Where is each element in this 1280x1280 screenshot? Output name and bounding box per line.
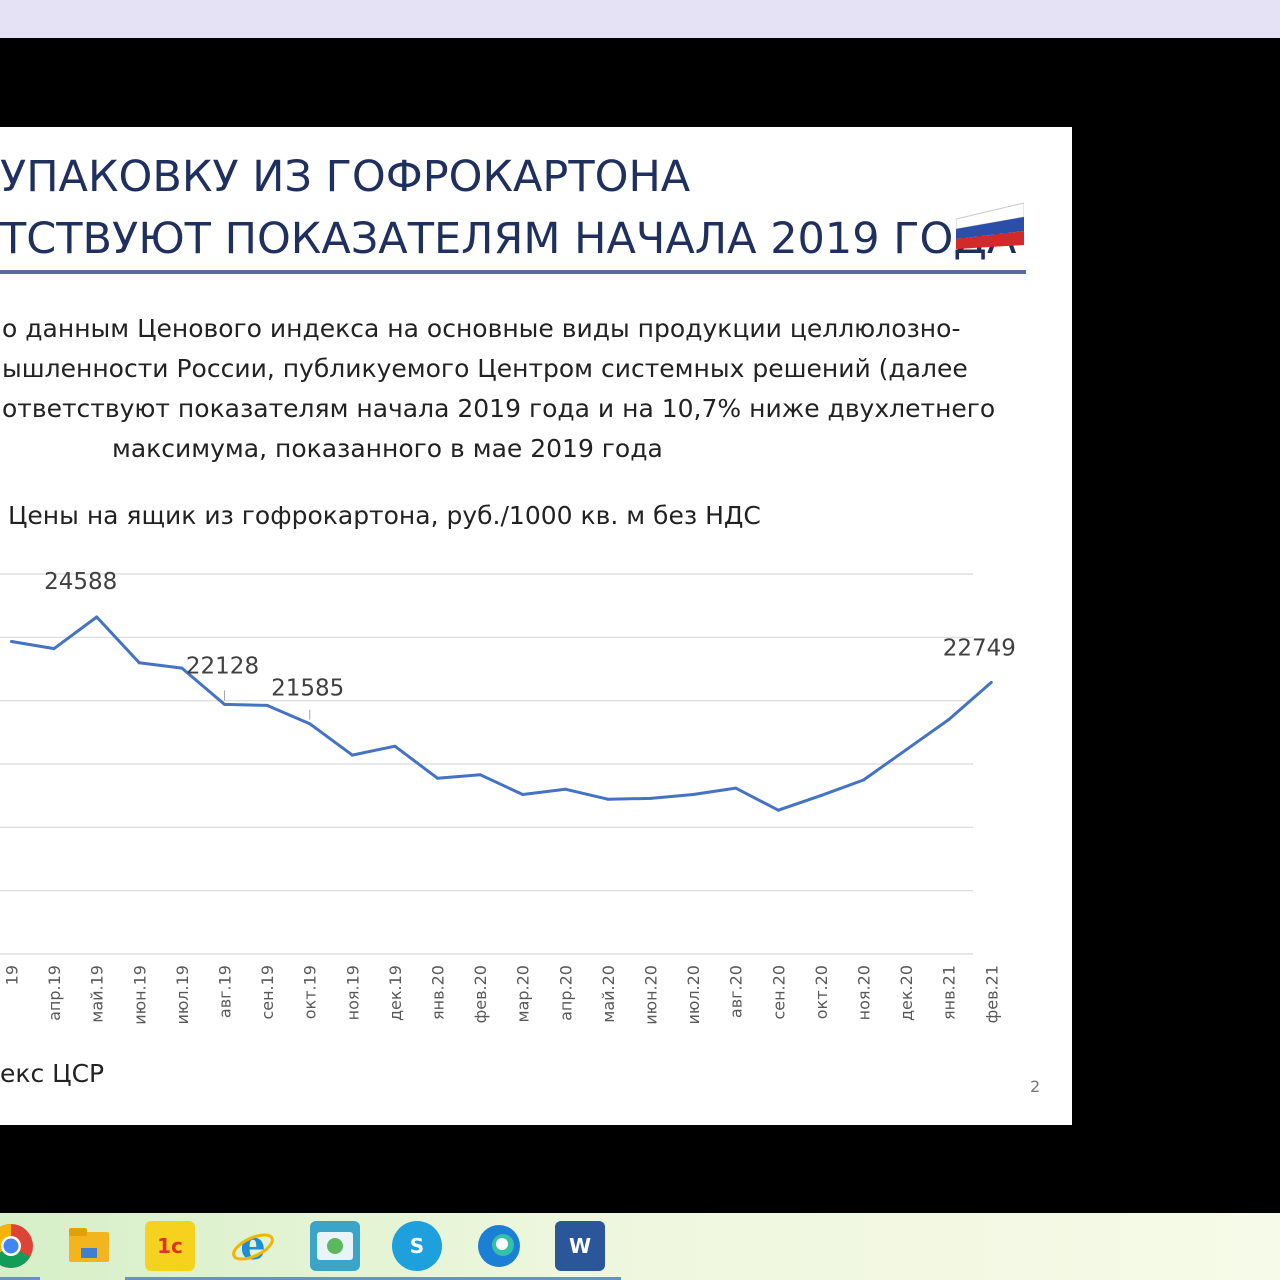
paragraph-line: о данным Ценового индекса на основные ви… (2, 314, 961, 343)
internet-explorer-icon[interactable]: e (228, 1221, 278, 1271)
x-tick-label: ноя.20 (855, 965, 874, 1020)
data-point (521, 793, 525, 796)
x-tick-label: июл.19 (173, 965, 192, 1025)
data-point (862, 778, 865, 782)
x-tick-label: сен.19 (258, 965, 277, 1020)
data-point (819, 794, 823, 798)
x-tick-label: июл.20 (684, 965, 703, 1025)
data-point (989, 680, 993, 684)
data-point (734, 786, 738, 790)
skype-icon[interactable]: S (392, 1221, 442, 1271)
presentation-slide: УПАКОВКУ ИЗ ГОФРОКАРТОНА ТСТВУЮТ ПОКАЗАТ… (0, 127, 1072, 1125)
data-point (180, 666, 184, 670)
data-point (308, 722, 312, 726)
source-note: екс ЦСР (0, 1059, 105, 1088)
x-tick-label: мар.20 (514, 965, 533, 1022)
price-line-chart: 19 апр.19 май.19 июн.19 июл.19 авг.19 сен.19 ок… (0, 569, 1016, 1025)
paragraph-line: ответствуют показателям начала 2019 года… (2, 394, 996, 423)
slide-title-line1: УПАКОВКУ ИЗ ГОФРОКАРТОНА (0, 152, 691, 202)
paragraph-line: максимума, показанного в мае 2019 года (112, 434, 663, 463)
x-tick-label: июн.19 (130, 965, 149, 1025)
chart-title: Цены на ящик из гофрокартона, руб./1000 … (8, 501, 761, 530)
svg-text:e: e (240, 1223, 265, 1269)
x-tick-label: ноя.19 (343, 965, 362, 1020)
title-divider (0, 270, 1026, 274)
taskbar-active-indicator (0, 1277, 40, 1280)
slide-title-line2: ТСТВУЮТ ПОКАЗАТЕЛЯМ НАЧАЛА 2019 ГОДА (0, 214, 1017, 264)
data-point (776, 808, 780, 812)
x-tick-label: май.20 (599, 965, 618, 1023)
1c-icon-label: 1с (157, 1234, 183, 1258)
data-point (137, 661, 141, 665)
data-point (649, 796, 652, 800)
x-tick-label: апр.20 (556, 965, 575, 1021)
data-label: 22749 (943, 635, 1016, 661)
x-tick-label: окт.20 (812, 965, 831, 1019)
word-icon[interactable]: W (555, 1221, 605, 1271)
x-tick-label: 19 (3, 965, 22, 985)
data-point (223, 702, 226, 706)
data-point (478, 773, 482, 777)
taskbar-active-indicator (125, 1277, 621, 1280)
x-tick-label: янв.20 (429, 965, 448, 1020)
series-line (11, 615, 993, 812)
x-tick-label: авг.19 (216, 965, 235, 1018)
x-tick-label: янв.21 (940, 965, 959, 1020)
x-tick-label: окт.19 (301, 965, 320, 1019)
data-point (10, 640, 13, 643)
1c-icon[interactable]: 1с (145, 1221, 195, 1271)
x-tick-label: фев.20 (471, 965, 490, 1023)
russian-flag-icon (956, 202, 1024, 249)
data-point (393, 744, 397, 748)
paragraph-line: ышленности России, публикуемого Центром … (2, 354, 968, 383)
skype-icon-label: S (409, 1234, 425, 1258)
data-point (436, 776, 439, 780)
windows-taskbar: 1с e S W (0, 1213, 1280, 1280)
data-label: 24588 (44, 569, 117, 595)
data-point (563, 787, 567, 791)
window-top-strip (0, 0, 1280, 38)
x-tick-label: фев.21 (982, 965, 1001, 1023)
data-point (265, 703, 269, 707)
data-point (947, 718, 951, 722)
data-point (606, 797, 610, 801)
data-label: 22128 (186, 653, 259, 679)
x-tick-label: май.19 (88, 965, 107, 1023)
data-label: 21585 (271, 676, 344, 702)
x-tick-label: авг.20 (727, 965, 746, 1018)
data-point (691, 793, 695, 796)
data-point (95, 615, 99, 619)
x-tick-label: сен.20 (769, 965, 788, 1020)
word-icon-label: W (568, 1234, 592, 1258)
x-tick-label: июн.20 (642, 965, 661, 1025)
x-tick-label: апр.19 (45, 965, 64, 1021)
page-number: 2 (1030, 1077, 1041, 1096)
data-point (52, 647, 56, 651)
x-tick-label: дек.19 (386, 965, 405, 1021)
edge-icon[interactable] (474, 1221, 524, 1271)
data-point (350, 753, 354, 757)
file-explorer-icon[interactable] (64, 1221, 114, 1271)
x-tick-label: дек.20 (897, 965, 916, 1021)
data-point (904, 748, 908, 752)
image-viewer-icon[interactable] (310, 1221, 360, 1271)
chrome-icon[interactable] (0, 1221, 36, 1271)
